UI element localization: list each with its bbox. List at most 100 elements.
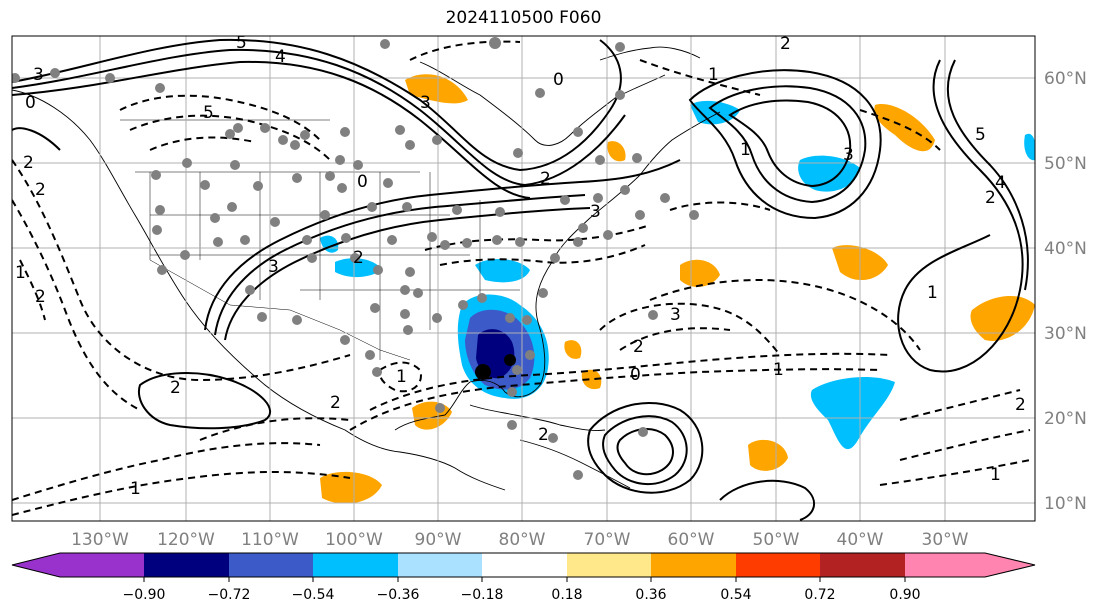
lon-label-40w: 40°W [837,530,884,550]
lat-label-60n: 60°N [1044,69,1087,89]
orange-anomaly-pac [320,471,382,504]
colorbar-under-extension [12,553,60,577]
lon-label-130w: 130°W [71,530,129,550]
svg-text:0: 0 [553,70,564,90]
svg-text:2: 2 [35,287,46,307]
svg-text:0: 0 [25,93,36,113]
solid-contours [12,38,1029,521]
dashed-contours [12,40,1031,516]
colorbar-tick-label: 0.90 [889,587,920,603]
svg-text:1: 1 [773,360,784,380]
colorbar-tick-label: −0.18 [461,587,504,603]
map-panel: 5 4 5 3 0 2 2 3 1 1 2 2 3 0 2 1 2 5 3 4 [11,33,1036,522]
svg-text:2: 2 [633,337,644,357]
contour-labels: 5 4 5 3 0 2 2 3 1 1 2 2 3 0 2 1 2 5 3 4 [15,33,1026,499]
svg-text:2: 2 [35,180,46,200]
colorbar-segment-5 [398,553,482,577]
lon-label-110w: 110°W [241,530,299,550]
lat-label-20n: 20°N [1044,409,1087,429]
lon-label-80w: 80°W [499,530,546,550]
svg-text:1: 1 [708,65,719,85]
map-title: 2024110500 F060 [445,8,602,28]
lon-label-60w: 60°W [668,530,715,550]
longitude-labels: 130°W 120°W 110°W 100°W 90°W 80°W 70°W 6… [71,530,969,550]
blue-anomaly-east [1024,133,1035,161]
svg-text:0: 0 [630,365,641,385]
colorbar-outline [11,552,1036,578]
lon-label-30w: 30°W [922,530,969,550]
colorbar-tick-label: 0.54 [720,587,751,603]
svg-text:0: 0 [357,172,368,192]
orange-anomaly-east [970,295,1035,341]
colorbar-over-extension [985,553,1035,577]
svg-text:3: 3 [420,93,431,113]
colorbar: −0.90 −0.72 −0.54 −0.36 −0.18 0.18 0.36 … [11,552,1036,603]
svg-text:3: 3 [670,305,681,325]
svg-text:1: 1 [15,263,26,283]
lon-label-50w: 50°W [753,530,800,550]
orange-anomaly-mid1 [680,259,720,287]
blue-anomaly-plains2 [335,258,382,278]
svg-text:3: 3 [843,145,854,165]
colorbar-segment-11 [905,553,985,577]
colorbar-tick-label: −0.72 [208,587,251,603]
colorbar-segment-9 [736,553,820,577]
colorbar-segment-6 [482,553,567,577]
svg-text:2: 2 [23,153,34,173]
colorbar-tick-label: 0.72 [804,587,835,603]
lat-label-40n: 40°N [1044,239,1087,259]
svg-text:2: 2 [780,34,791,54]
orange-anomaly-atl [748,439,788,471]
svg-text:2: 2 [1015,395,1026,415]
svg-text:5: 5 [975,125,986,145]
colorbar-tick-label: −0.36 [377,587,420,603]
svg-text:2: 2 [330,393,341,413]
orange-anomaly-ne [607,141,626,162]
svg-text:1: 1 [130,479,141,499]
svg-text:1: 1 [927,283,938,303]
svg-text:2: 2 [985,188,996,208]
colorbar-segment-3 [229,553,313,577]
svg-text:1: 1 [990,465,1001,485]
station-dots [12,37,699,480]
svg-text:2: 2 [538,425,549,445]
svg-text:4: 4 [995,173,1006,193]
colorbar-tick-label: 0.18 [551,587,582,603]
colorbar-tick-label: −0.54 [292,587,335,603]
svg-text:5: 5 [203,103,214,123]
colorbar-tick-label: 0.36 [635,587,666,603]
svg-text:2: 2 [540,169,551,189]
colorbar-segment-2 [144,553,229,577]
lon-label-100w: 100°W [325,530,383,550]
svg-text:2: 2 [353,248,364,268]
orange-anomaly-carib [581,369,602,390]
svg-text:3: 3 [268,257,279,277]
lat-label-30n: 30°N [1044,324,1087,344]
colorbar-segment-7 [567,553,651,577]
colorbar-segment-8 [651,553,736,577]
lon-label-120w: 120°W [157,530,215,550]
latitude-labels: 60°N 50°N 40°N 30°N 20°N 10°N [1044,69,1087,514]
graticule [12,36,1035,521]
svg-text:3: 3 [33,65,44,85]
map-frame [11,35,1036,522]
lat-label-50n: 50°N [1044,154,1087,174]
colorbar-segment-4 [313,553,398,577]
svg-text:5: 5 [236,33,247,53]
colorbar-tick-label: −0.90 [123,587,166,603]
orange-anomaly-gulf2 [564,340,582,359]
svg-text:2: 2 [170,378,181,398]
colorbar-segment-10 [820,553,905,577]
svg-text:1: 1 [396,367,407,387]
lat-label-10n: 10°N [1044,494,1087,514]
blue-anomaly-se [475,258,530,283]
lon-label-70w: 70°W [584,530,631,550]
svg-text:1: 1 [740,140,751,160]
svg-text:4: 4 [275,47,286,67]
blue-anomaly-mid [810,376,895,450]
svg-text:3: 3 [590,202,601,222]
highlight-dots [475,354,516,380]
orange-anomaly-canada [405,74,468,104]
colorbar-ticks [143,577,906,582]
